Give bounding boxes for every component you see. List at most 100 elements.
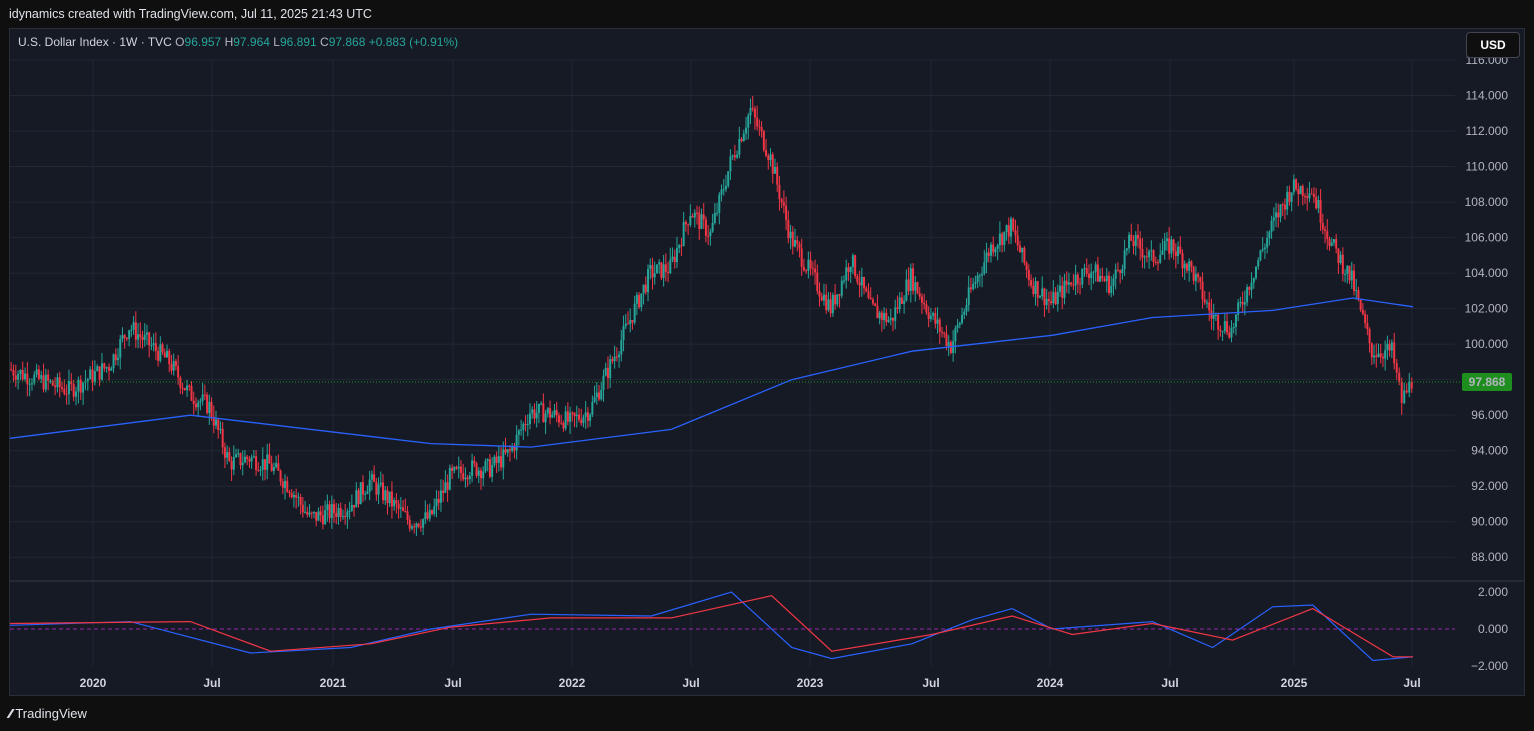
candle-body <box>673 256 676 263</box>
candle-body <box>878 312 881 319</box>
candle-body <box>1203 299 1206 303</box>
candle-body <box>691 215 694 218</box>
candle-body <box>760 127 763 132</box>
candle-body <box>1361 309 1364 315</box>
candle-body <box>86 379 89 381</box>
candle-body <box>243 456 246 463</box>
candle-body <box>885 312 888 323</box>
candle-body <box>524 423 527 425</box>
candle-body <box>1012 218 1015 231</box>
candle-body <box>495 456 498 463</box>
chart-frame[interactable] <box>9 28 1525 696</box>
candle-body <box>1243 302 1246 305</box>
candle-body <box>611 359 614 362</box>
candle-body <box>1072 284 1075 286</box>
candle-body <box>1099 275 1102 282</box>
candle-body <box>40 375 43 379</box>
candle-body <box>1279 204 1282 218</box>
candle-body <box>217 419 220 430</box>
candle-body <box>684 221 687 225</box>
candle-body <box>1094 264 1097 272</box>
candle-body <box>745 127 748 134</box>
candle-body <box>1116 269 1119 271</box>
candle-body <box>949 342 952 353</box>
candle-body <box>319 511 322 516</box>
candle-body <box>729 156 732 172</box>
candle-body <box>1063 280 1066 298</box>
currency-button[interactable]: USD <box>1466 32 1520 58</box>
candle-body <box>493 456 496 466</box>
candle-body <box>1357 290 1360 300</box>
candle-body <box>1219 329 1222 331</box>
candle-body <box>1346 265 1349 274</box>
candle-body <box>410 526 413 529</box>
candle-body <box>629 320 632 325</box>
candle-body <box>606 367 609 379</box>
candle-body <box>426 512 429 519</box>
candle-body <box>404 510 407 512</box>
candle-body <box>867 291 870 298</box>
candle-body <box>1268 231 1271 238</box>
candle-body <box>956 324 959 329</box>
candle-body <box>934 313 937 324</box>
candle-body <box>226 452 229 458</box>
candle-body <box>275 463 278 468</box>
candle-body <box>1085 268 1088 274</box>
candle-body <box>361 482 364 495</box>
candle-body <box>157 351 160 361</box>
candle-body <box>1370 343 1373 358</box>
candle-body <box>1321 222 1324 230</box>
candle-body <box>295 495 298 498</box>
candle-body <box>132 322 135 330</box>
candle-body <box>920 296 923 303</box>
candle-body <box>1226 321 1229 333</box>
candle-body <box>595 392 598 398</box>
candle-body <box>484 461 487 472</box>
candle-body <box>241 462 244 466</box>
candle-body <box>386 490 389 504</box>
candle-body <box>546 408 549 414</box>
candle-body <box>1332 239 1335 243</box>
candle-body <box>825 294 828 311</box>
close-value: 97.868 <box>328 35 366 49</box>
candle-body <box>431 510 434 514</box>
candle-body <box>615 356 618 358</box>
candle-body <box>17 374 20 380</box>
candle-body <box>246 456 249 460</box>
price-tick-label: 88.000 <box>1471 550 1508 564</box>
candle-body <box>444 482 447 493</box>
candle-body <box>876 305 879 319</box>
open-label: O <box>175 35 185 49</box>
time-tick-label: 2022 <box>559 676 586 690</box>
candle-body <box>194 403 197 408</box>
candle-body <box>370 474 373 480</box>
candle-body <box>1283 204 1286 210</box>
candle-body <box>448 467 451 490</box>
candle-body <box>1018 245 1021 253</box>
candle-body <box>860 276 863 286</box>
candle-body <box>279 470 282 482</box>
candle-body <box>439 490 442 503</box>
candle-body <box>221 428 224 448</box>
candle-body <box>733 155 736 158</box>
candle-body <box>1185 263 1188 271</box>
candle-body <box>1139 238 1142 249</box>
candle-body <box>600 389 603 400</box>
candle-body <box>297 497 300 499</box>
candle-body <box>1344 273 1347 275</box>
candle-body <box>1328 239 1331 246</box>
candle-body <box>1145 256 1148 258</box>
candle-body <box>152 343 155 346</box>
candle-body <box>700 214 703 229</box>
candle-body <box>1330 242 1333 246</box>
candle-body <box>662 264 665 278</box>
candle-body <box>653 273 656 278</box>
candle-body <box>903 300 906 304</box>
candle-body <box>894 307 897 321</box>
close-label: C <box>320 35 329 49</box>
candle-body <box>110 368 113 371</box>
candle-body <box>47 374 50 381</box>
high-label: H <box>224 35 234 49</box>
candle-body <box>172 361 175 371</box>
